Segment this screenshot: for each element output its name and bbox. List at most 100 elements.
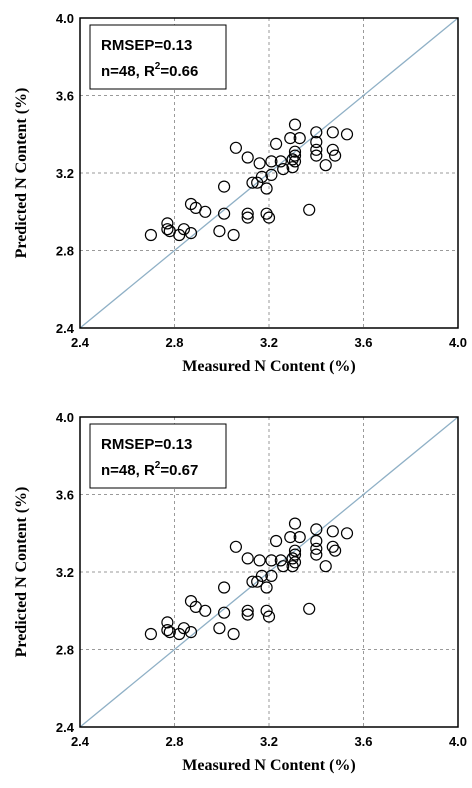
data-point bbox=[288, 548, 302, 561]
stats-box: RMSEP=0.13 n=48, R2=0.67 bbox=[89, 423, 227, 489]
plot-frame bbox=[79, 17, 459, 329]
data-point bbox=[265, 168, 278, 181]
x-tick-label: 3.6 bbox=[354, 734, 372, 749]
data-point bbox=[253, 554, 266, 567]
data-point bbox=[274, 155, 287, 168]
y-tick-labels: 2.4 2.8 3.2 3.6 4.0 bbox=[56, 11, 75, 336]
data-point bbox=[184, 625, 198, 639]
data-point bbox=[246, 575, 259, 588]
data-point bbox=[161, 616, 174, 629]
data-point bbox=[286, 161, 299, 174]
x-tick-label: 3.2 bbox=[260, 734, 278, 749]
data-point bbox=[277, 163, 290, 176]
data-point bbox=[340, 527, 354, 540]
data-point bbox=[303, 602, 316, 615]
data-point bbox=[218, 606, 231, 619]
data-point bbox=[310, 548, 323, 561]
data-point bbox=[163, 625, 176, 639]
data-point bbox=[229, 540, 242, 553]
scatter-panel-bottom: 2.4 2.8 3.2 3.6 4.0 2.4 2.8 3.2 3.6 4.0 Measured… bbox=[13, 410, 467, 774]
x-tick-label: 4.0 bbox=[449, 335, 467, 350]
data-point bbox=[241, 207, 254, 220]
data-point bbox=[326, 143, 339, 156]
data-point bbox=[199, 604, 212, 617]
data-point bbox=[326, 525, 339, 538]
data-point bbox=[241, 608, 254, 621]
data-point bbox=[227, 228, 240, 242]
data-point bbox=[177, 622, 190, 635]
data-point bbox=[329, 544, 342, 557]
data-point bbox=[326, 540, 339, 553]
y-tick-label: 3.2 bbox=[56, 166, 74, 181]
data-point bbox=[227, 627, 240, 641]
data-point bbox=[274, 554, 287, 567]
data-point bbox=[260, 581, 273, 594]
data-point bbox=[260, 207, 273, 220]
data-point bbox=[310, 143, 323, 156]
n-r2-prefix: n=48, R bbox=[101, 462, 155, 479]
y-tick-label: 4.0 bbox=[56, 11, 74, 26]
y-axis-title: Predicted N Content (%) bbox=[13, 487, 30, 658]
data-point bbox=[284, 530, 297, 544]
data-point bbox=[199, 205, 212, 218]
data-point bbox=[319, 159, 332, 172]
plot-frame bbox=[79, 416, 459, 728]
stats-box: RMSEP=0.13 n=48, R2=0.66 bbox=[89, 24, 227, 90]
x-axis-title: Measured N Content (%) bbox=[182, 757, 355, 774]
data-point bbox=[161, 623, 174, 637]
data-point bbox=[262, 610, 276, 623]
y-tick-labels: 2.4 2.8 3.2 3.6 4.0 bbox=[56, 410, 75, 735]
data-point bbox=[286, 552, 299, 565]
data-point bbox=[293, 530, 306, 544]
y-tick-label: 2.4 bbox=[56, 720, 75, 735]
data-point bbox=[229, 141, 242, 154]
data-point bbox=[288, 149, 302, 162]
data-point bbox=[218, 581, 231, 594]
data-point bbox=[255, 170, 268, 183]
data-point bbox=[310, 126, 323, 139]
data-point bbox=[288, 118, 302, 131]
x-tick-label: 2.4 bbox=[71, 734, 90, 749]
data-point bbox=[310, 135, 323, 149]
data-point bbox=[161, 223, 174, 236]
data-point bbox=[288, 155, 302, 168]
data-point bbox=[329, 149, 342, 162]
data-point bbox=[260, 182, 273, 195]
data-point bbox=[270, 534, 283, 548]
x-tick-label: 4.0 bbox=[449, 734, 467, 749]
data-point bbox=[246, 176, 259, 189]
data-point bbox=[265, 155, 278, 168]
y-tick-label: 4.0 bbox=[56, 410, 74, 425]
scatter-panel-top: 2.4 2.8 3.2 3.6 4.0 2.4 2.8 3.2 3.6 4.0 Measured… bbox=[13, 11, 467, 375]
n-r2-label: n=48, R2=0.67 bbox=[101, 460, 198, 479]
y-tick-label: 3.6 bbox=[56, 488, 74, 503]
r2-value: =0.66 bbox=[160, 63, 198, 80]
data-point bbox=[213, 225, 226, 238]
data-point bbox=[253, 157, 266, 170]
x-axis-title: Measured N Content (%) bbox=[182, 358, 355, 375]
data-point bbox=[241, 604, 254, 617]
y-axis-title: Predicted N Content (%) bbox=[13, 88, 30, 259]
data-point bbox=[218, 207, 231, 220]
data-point bbox=[284, 132, 297, 145]
data-point bbox=[310, 534, 323, 548]
rmsep-label: RMSEP=0.13 bbox=[101, 37, 192, 54]
data-point bbox=[288, 145, 302, 158]
y-tick-label: 2.4 bbox=[56, 321, 75, 336]
r2-superscript: 2 bbox=[155, 61, 161, 72]
x-tick-labels: 2.4 2.8 3.2 3.6 4.0 bbox=[71, 335, 467, 350]
data-point bbox=[144, 627, 157, 641]
data-point bbox=[288, 517, 302, 530]
x-tick-label: 2.8 bbox=[165, 335, 183, 350]
data-point bbox=[218, 180, 231, 193]
data-point bbox=[303, 203, 316, 216]
data-point bbox=[241, 552, 254, 565]
data-point bbox=[184, 227, 198, 240]
x-tick-labels: 2.4 2.8 3.2 3.6 4.0 bbox=[71, 734, 467, 749]
data-point bbox=[262, 211, 276, 224]
data-point bbox=[241, 211, 254, 224]
data-point bbox=[144, 228, 157, 242]
data-point bbox=[288, 556, 302, 569]
data-points bbox=[144, 118, 354, 242]
